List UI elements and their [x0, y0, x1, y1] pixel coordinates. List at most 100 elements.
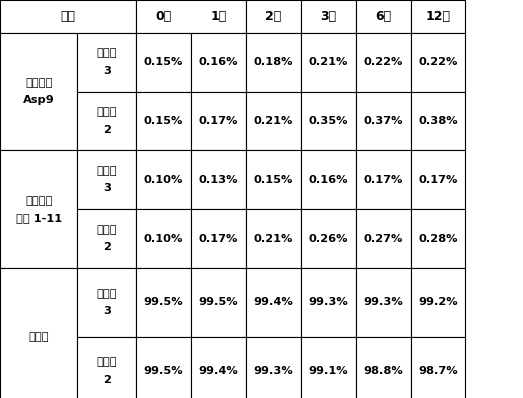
Text: 0.26%: 0.26%: [309, 234, 348, 244]
Text: 0.22%: 0.22%: [418, 57, 458, 67]
Bar: [356, 150, 411, 209]
Bar: [136, 150, 191, 209]
Bar: [356, 209, 411, 268]
Text: 99.5%: 99.5%: [144, 366, 183, 376]
Bar: [301, 92, 356, 150]
Bar: [77, 268, 136, 337]
Bar: [301, 0, 356, 33]
Text: 对比例
2: 对比例 2: [96, 225, 117, 252]
Bar: [77, 150, 136, 209]
Bar: [0, 0, 136, 33]
Text: 2月: 2月: [265, 10, 281, 23]
Text: 0.17%: 0.17%: [199, 234, 238, 244]
Bar: [356, 337, 411, 398]
Bar: [246, 0, 301, 33]
Text: 3月: 3月: [320, 10, 336, 23]
Bar: [246, 33, 301, 92]
Bar: [191, 150, 246, 209]
Text: 0.15%: 0.15%: [144, 116, 183, 126]
Text: 实施例
3: 实施例 3: [96, 289, 117, 316]
Text: 0.15%: 0.15%: [144, 57, 183, 67]
Text: 0.21%: 0.21%: [254, 234, 293, 244]
Bar: [77, 92, 136, 150]
Bar: [411, 0, 465, 33]
Text: 实施例
3: 实施例 3: [96, 49, 117, 76]
Text: 0.16%: 0.16%: [309, 175, 348, 185]
Bar: [136, 33, 191, 92]
Text: 项目: 项目: [61, 10, 75, 23]
Bar: [246, 209, 301, 268]
Bar: [411, 92, 465, 150]
Text: 99.2%: 99.2%: [418, 297, 458, 308]
Text: 实施例
3: 实施例 3: [96, 166, 117, 193]
Bar: [301, 150, 356, 209]
Text: 0.21%: 0.21%: [254, 116, 293, 126]
Bar: [356, 0, 411, 33]
Bar: [136, 268, 191, 337]
Bar: [301, 209, 356, 268]
Text: 0.10%: 0.10%: [144, 175, 183, 185]
Text: 1月: 1月: [210, 10, 226, 23]
Text: 0.22%: 0.22%: [363, 57, 403, 67]
Bar: [136, 0, 246, 33]
Text: 99.1%: 99.1%: [309, 366, 348, 376]
Text: 0月: 0月: [155, 10, 172, 23]
Bar: [191, 268, 246, 337]
Bar: [411, 33, 465, 92]
Text: 0.21%: 0.21%: [309, 57, 348, 67]
Text: 0.18%: 0.18%: [254, 57, 293, 67]
Bar: [191, 209, 246, 268]
Bar: [136, 92, 191, 150]
Text: 99.4%: 99.4%: [253, 297, 293, 308]
Text: 降解杂质
片段 1-11: 降解杂质 片段 1-11: [16, 196, 62, 223]
Bar: [0, 150, 77, 268]
Text: 0.35%: 0.35%: [309, 116, 348, 126]
Bar: [77, 337, 136, 398]
Text: 99.5%: 99.5%: [199, 297, 238, 308]
Bar: [136, 337, 191, 398]
Text: 99.3%: 99.3%: [308, 297, 348, 308]
Bar: [411, 337, 465, 398]
Text: 0.27%: 0.27%: [363, 234, 403, 244]
Text: 总纯度: 总纯度: [28, 332, 49, 342]
Bar: [77, 33, 136, 92]
Text: 99.5%: 99.5%: [144, 297, 183, 308]
Bar: [191, 337, 246, 398]
Text: 0.13%: 0.13%: [199, 175, 238, 185]
Bar: [0, 268, 77, 398]
Text: 99.4%: 99.4%: [198, 366, 238, 376]
Bar: [356, 268, 411, 337]
Bar: [356, 33, 411, 92]
Bar: [191, 92, 246, 150]
Text: 98.8%: 98.8%: [363, 366, 403, 376]
Text: 0.15%: 0.15%: [254, 175, 293, 185]
Bar: [411, 209, 465, 268]
Text: 99.3%: 99.3%: [363, 297, 403, 308]
Text: 对比例
2: 对比例 2: [96, 107, 117, 135]
Text: 0.17%: 0.17%: [418, 175, 458, 185]
Bar: [411, 150, 465, 209]
Text: 12月: 12月: [426, 10, 450, 23]
Bar: [246, 92, 301, 150]
Text: 对比例
2: 对比例 2: [96, 357, 117, 384]
Bar: [246, 337, 301, 398]
Bar: [411, 268, 465, 337]
Bar: [191, 33, 246, 92]
Text: 0.37%: 0.37%: [363, 116, 403, 126]
Text: 降解杂质
Asp9: 降解杂质 Asp9: [23, 78, 54, 105]
Bar: [356, 92, 411, 150]
Text: 0.28%: 0.28%: [418, 234, 458, 244]
Bar: [301, 337, 356, 398]
Text: 0.16%: 0.16%: [199, 57, 238, 67]
Text: 0.10%: 0.10%: [144, 234, 183, 244]
Bar: [246, 268, 301, 337]
Bar: [301, 33, 356, 92]
Text: 0.38%: 0.38%: [418, 116, 458, 126]
Text: 0.17%: 0.17%: [363, 175, 403, 185]
Bar: [0, 33, 77, 150]
Text: 98.7%: 98.7%: [418, 366, 458, 376]
Bar: [136, 209, 191, 268]
Text: 0.17%: 0.17%: [199, 116, 238, 126]
Text: 99.3%: 99.3%: [253, 366, 293, 376]
Text: 6月: 6月: [375, 10, 391, 23]
